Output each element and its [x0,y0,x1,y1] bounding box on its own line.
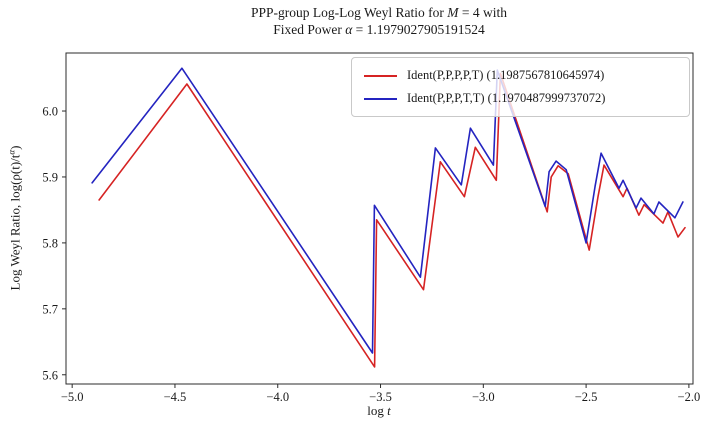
x-axis-label: log t [367,403,391,418]
y-tick-label: 5.7 [42,302,58,316]
y-axis-label: Log Weyl Ratio, log(ρ(t)/tα) [6,145,23,291]
chart-title: PPP-group Log-Log Weyl Ratio for M = 4 w… [251,4,507,39]
legend-line-red-icon [364,74,397,77]
series-line-blue [91,67,684,354]
y-tick-label: 5.6 [42,368,58,382]
x-tick-label: −2.5 [575,390,598,404]
series-line-red [98,72,686,368]
y-tick-label: 6.0 [42,105,58,119]
legend-item-red: Ident(P,P,P,P,T) (1.1987567810645974) [358,68,683,83]
y-tick-label: 5.9 [42,170,58,184]
plot-frame [65,52,694,385]
legend: Ident(P,P,P,P,T) (1.1987567810645974) Id… [351,57,690,117]
x-tick-label: −4.0 [266,390,289,404]
x-tick-label: −4.5 [164,390,187,404]
x-tick-label: −2.0 [678,390,701,404]
chart-title-line2: Fixed Power α = 1.1979027905191524 [273,22,485,38]
y-tick-label: 5.8 [42,236,58,250]
chart-title-line1: PPP-group Log-Log Weyl Ratio for M = 4 w… [250,5,508,20]
legend-line-blue-icon [364,97,397,100]
x-tick-label: −3.5 [369,390,392,404]
x-tick-label: −3.0 [472,390,495,404]
legend-item-blue: Ident(P,P,P,T,T) (1.1970487999737072) [358,91,683,106]
legend-label-blue: Ident(P,P,P,T,T) (1.1970487999737072) [407,91,606,105]
x-tick-label: −5.0 [61,390,84,404]
legend-label-red: Ident(P,P,P,P,T) (1.1987567810645974) [407,68,605,82]
